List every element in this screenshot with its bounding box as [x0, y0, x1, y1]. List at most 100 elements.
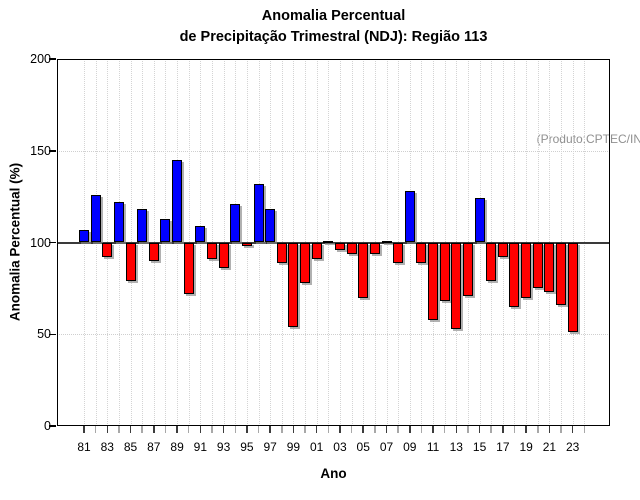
x-tick-label-2001: 01 [310, 440, 324, 454]
x-tick-1987 [153, 426, 155, 433]
x-tick-1988 [164, 426, 167, 433]
chart-title-line1: Anomalia Percentual [261, 8, 406, 24]
bar-1996 [253, 183, 264, 243]
x-tick-1999 [292, 426, 295, 433]
bar-2017 [497, 242, 508, 258]
bar-1995 [241, 242, 252, 247]
bar-2009 [404, 191, 415, 243]
bar-1983 [102, 242, 113, 258]
x-tick-1982 [94, 426, 97, 433]
x-tick-label-2013: 13 [449, 440, 463, 454]
y-tick-50 [49, 333, 56, 335]
h-gridline-50 [57, 334, 610, 336]
bar-2010 [416, 242, 427, 263]
bar-1985 [125, 242, 136, 282]
x-tick-2011 [432, 426, 434, 433]
x-tick-2016 [490, 426, 492, 433]
x-tick-2004 [350, 426, 353, 433]
product-annotation: (Produto:CPTEC/INPE) [536, 132, 640, 146]
x-tick-label-2011: 11 [426, 440, 440, 454]
x-tick-label-2009: 09 [403, 440, 417, 454]
bar-1984 [113, 202, 124, 243]
x-tick-label-2017: 17 [496, 440, 510, 454]
bar-2002 [323, 240, 334, 243]
bar-1986 [137, 209, 148, 243]
bar-2021 [544, 242, 555, 293]
x-tick-label-1993: 93 [216, 440, 231, 454]
y-tick-label-50: 50 [37, 327, 51, 342]
x-tick-2005 [362, 426, 364, 433]
bar-1999 [288, 242, 299, 327]
x-tick-1998 [281, 426, 283, 433]
x-tick-1981 [83, 426, 85, 433]
x-tick-2018 [513, 426, 516, 433]
x-tick-label-1999: 99 [286, 440, 301, 454]
x-tick-1993 [222, 426, 225, 433]
bar-2020 [532, 242, 543, 289]
x-tick-label-1989: 89 [170, 440, 184, 454]
bar-2022 [556, 242, 567, 305]
bar-2000 [300, 242, 311, 283]
bar-2018 [509, 242, 520, 307]
x-tick-label-1991: 91 [193, 440, 208, 454]
y-tick-label-150: 150 [30, 143, 51, 158]
x-tick-1985 [129, 426, 132, 433]
x-tick-2006 [374, 426, 376, 433]
x-tick-2007 [385, 426, 388, 433]
y-tick-150 [49, 150, 56, 152]
x-tick-2014 [467, 426, 469, 433]
x-tick-label-2015: 15 [472, 440, 487, 454]
bar-2005 [358, 242, 369, 298]
x-tick-1989 [176, 426, 178, 433]
bar-2015 [474, 198, 485, 243]
bar-1991 [195, 225, 206, 243]
bar-2012 [439, 242, 450, 302]
plot-frame [57, 59, 610, 426]
bar-1993 [218, 242, 229, 269]
bar-2006 [369, 242, 380, 254]
bar-2011 [428, 242, 439, 320]
bar-1992 [206, 242, 217, 259]
bar-1988 [160, 218, 171, 243]
y-tick-0 [49, 425, 56, 427]
plot-area: 0 50 100 150 200 81 83 85 87 89 91 93 95 97 99 01 03 05 0… [30, 53, 640, 454]
bar-2004 [346, 242, 357, 254]
y-tick-label-200: 200 [30, 52, 51, 66]
y-tick-100 [49, 241, 56, 244]
bar-2008 [393, 242, 404, 263]
bar-1997 [265, 209, 276, 243]
x-tick-label-2019: 19 [519, 440, 533, 454]
x-tick-2002 [327, 426, 330, 433]
x-tick-1990 [187, 426, 190, 433]
x-tick-1996 [257, 426, 260, 433]
x-tick-label-2021: 21 [542, 440, 557, 454]
x-tick-2009 [409, 426, 411, 433]
bar-2023 [567, 242, 578, 333]
y-tick-200 [49, 58, 56, 60]
x-tick-1992 [211, 426, 213, 433]
bar-1994 [230, 203, 241, 243]
x-tick-2024 [583, 426, 586, 433]
bar-2007 [381, 240, 392, 243]
x-tick-1986 [141, 426, 143, 433]
x-axis-label: Ano [320, 466, 347, 481]
x-tick-label-2005: 05 [356, 440, 370, 454]
bar-2001 [311, 242, 322, 259]
x-tick-label-1987: 87 [147, 440, 161, 454]
x-tick-1983 [106, 426, 109, 433]
x-tick-label-2023: 23 [565, 440, 580, 454]
x-tick-label-1983: 83 [100, 440, 114, 454]
bar-2019 [521, 242, 532, 298]
bar-1989 [172, 159, 183, 243]
x-tick-label-1981: 81 [77, 440, 91, 454]
x-tick-2021 [548, 426, 551, 433]
x-tick-1994 [234, 426, 236, 433]
x-tick-label-2003: 03 [333, 440, 347, 454]
x-tick-2000 [304, 426, 306, 433]
x-tick-2010 [420, 426, 423, 433]
baseline-100-line [57, 242, 610, 244]
y-tick-label-100: 100 [30, 235, 51, 250]
x-tick-1991 [199, 426, 202, 433]
bar-2013 [451, 242, 462, 329]
